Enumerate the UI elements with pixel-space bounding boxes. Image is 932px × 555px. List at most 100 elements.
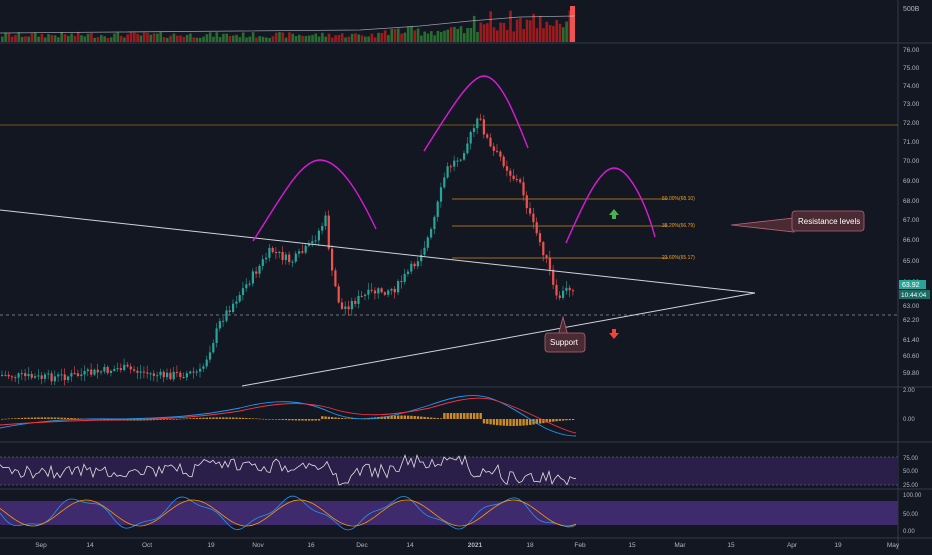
candle xyxy=(446,166,449,178)
volume-bar xyxy=(380,33,384,42)
down-arrow-icon[interactable] xyxy=(609,329,619,339)
left-shoulder-arc xyxy=(252,159,377,242)
candle xyxy=(268,247,271,258)
macd-histogram-bar xyxy=(182,418,185,420)
candle xyxy=(532,213,535,223)
candle xyxy=(298,251,301,254)
volume-bar xyxy=(34,32,37,42)
volume-bar xyxy=(100,35,103,42)
volume-bar xyxy=(93,37,96,42)
volume-bar xyxy=(489,11,492,43)
volume-bar xyxy=(126,34,129,42)
macd-histogram-bar xyxy=(502,419,505,426)
candle xyxy=(17,373,20,378)
volume-bar xyxy=(284,37,288,42)
time-axis[interactable]: Sep 14 Oct 19 Nov 16 Dec 14 2021 18 Feb 15 Mar 15 Apr 1… xyxy=(35,542,900,549)
rsi-tick-25: 25.00 xyxy=(903,483,919,489)
volume-bar xyxy=(331,37,334,42)
volume-bar xyxy=(360,35,364,42)
volume-bar xyxy=(166,37,169,42)
volume-bar xyxy=(509,10,512,43)
volume-bar xyxy=(20,36,24,42)
candle xyxy=(314,240,317,242)
macd-histogram-bar xyxy=(439,418,443,419)
candle xyxy=(538,233,542,243)
macd-histogram-bar xyxy=(225,417,228,419)
macd-histogram-bar xyxy=(430,417,433,419)
macd-histogram-bar xyxy=(350,418,354,420)
triangle-trendlines[interactable] xyxy=(0,209,756,387)
candle xyxy=(486,134,489,138)
candle xyxy=(548,257,551,270)
head-and-shoulders-pattern[interactable] xyxy=(252,75,656,244)
candle xyxy=(162,371,165,378)
candle xyxy=(522,182,525,196)
volume-bar xyxy=(63,34,67,42)
fibonacci-levels[interactable]: 50.00%(68.10) 38.20%(66.79) 23.60%(65.17… xyxy=(452,196,695,261)
volume-bar xyxy=(258,36,261,42)
candle xyxy=(185,373,188,378)
volume-bar xyxy=(4,32,7,42)
stoch-tick-50: 50.00 xyxy=(903,512,919,518)
volume-bar xyxy=(90,33,93,42)
macd-histogram-bar xyxy=(202,417,205,419)
up-arrow-icon[interactable] xyxy=(609,209,619,219)
fib-label-50: 50.00%(68.10) xyxy=(662,196,695,202)
volume-bar xyxy=(515,19,519,42)
candle xyxy=(476,118,479,129)
candle xyxy=(30,374,33,378)
volume-bar xyxy=(156,33,159,42)
macd-histogram-bar xyxy=(149,419,152,421)
candle xyxy=(43,374,47,379)
candle xyxy=(208,352,212,360)
volume-bar xyxy=(228,35,232,42)
candle xyxy=(416,261,419,267)
macd-histogram-bar xyxy=(255,418,258,420)
candle xyxy=(255,271,258,274)
volume-bar xyxy=(304,36,308,42)
macd-histogram-bar xyxy=(337,417,340,419)
macd-histogram-bar xyxy=(172,419,175,420)
candle xyxy=(291,261,294,263)
macd-histogram-bar xyxy=(241,417,245,419)
macd-histogram-bar xyxy=(192,418,195,419)
volume-bar xyxy=(50,35,54,42)
volume-bar xyxy=(73,35,77,42)
resistance-callout[interactable]: Resistance levels xyxy=(730,210,865,233)
macd-histogram-bar xyxy=(251,418,255,419)
volume-bar xyxy=(552,25,555,42)
support-callout[interactable]: Support xyxy=(544,315,586,353)
time-tick: 14 xyxy=(406,542,414,549)
candle xyxy=(96,369,99,373)
macd-histogram-bar xyxy=(63,417,67,419)
volume-bar xyxy=(238,37,242,42)
candle xyxy=(10,376,14,378)
volume-bar xyxy=(327,33,331,42)
candle xyxy=(136,370,139,373)
candle xyxy=(354,301,357,304)
volume-bar xyxy=(109,37,113,42)
macd-histogram-bar xyxy=(169,419,172,420)
macd-histogram-bar xyxy=(472,413,476,419)
candle xyxy=(149,373,152,375)
volume-bar xyxy=(146,33,149,42)
macd-histogram-bar xyxy=(7,418,10,420)
macd-histogram-bar xyxy=(238,417,241,419)
time-tick: May xyxy=(887,542,900,549)
candle xyxy=(562,290,565,298)
candle xyxy=(390,288,393,291)
volume-bar xyxy=(27,36,30,42)
volume-bar xyxy=(142,32,146,42)
macd-histogram-bar xyxy=(47,417,50,419)
candle xyxy=(439,187,443,202)
volume-bar xyxy=(96,37,100,42)
macd-histogram-bar xyxy=(156,419,159,421)
candle xyxy=(24,373,27,377)
price-tick: 60.60 xyxy=(903,353,920,360)
volume-bar xyxy=(548,25,552,42)
candle xyxy=(67,376,70,381)
candle xyxy=(76,373,80,377)
